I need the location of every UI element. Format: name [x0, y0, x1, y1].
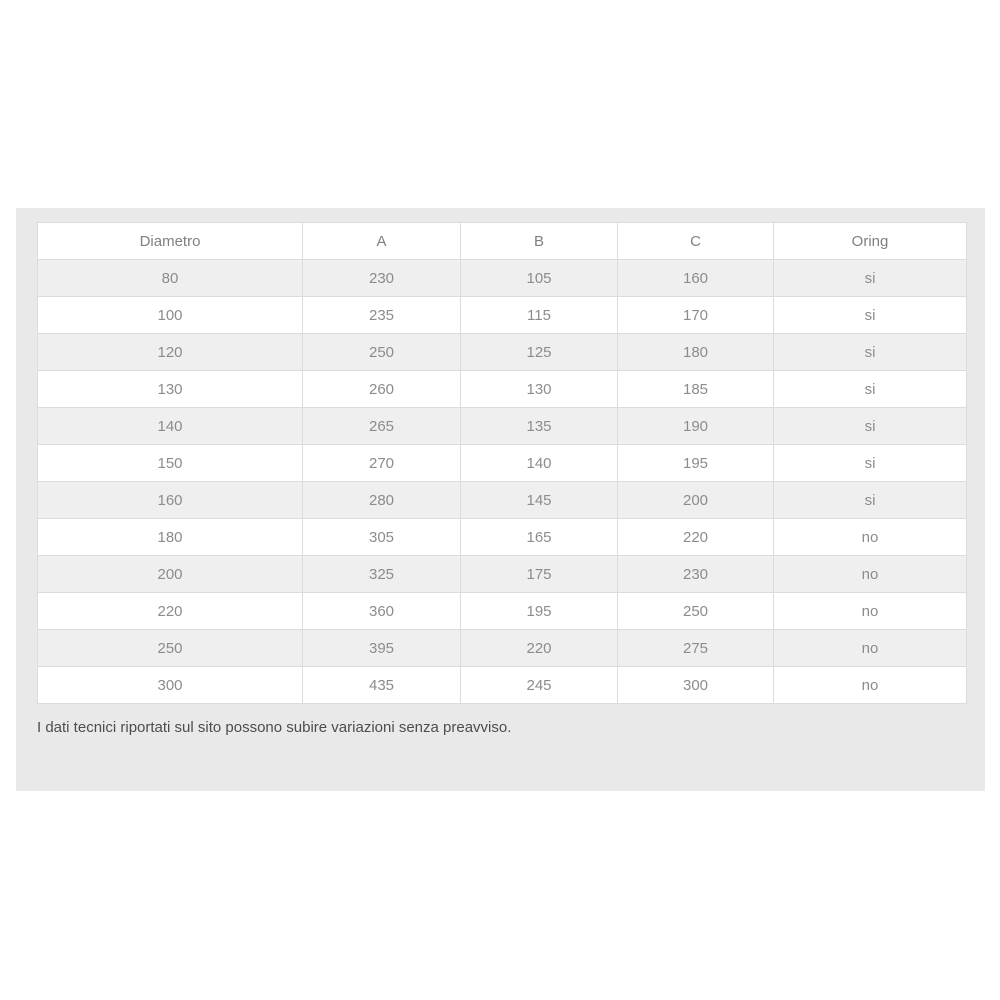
table-cell: 135: [460, 407, 618, 445]
spec-table-head: Diametro A B C Oring: [37, 222, 967, 260]
table-cell: 175: [460, 555, 618, 593]
table-row: 130 260 130 185 si: [37, 370, 967, 408]
table-cell: 230: [302, 259, 461, 297]
table-row: 80 230 105 160 si: [37, 259, 967, 297]
table-cell: 195: [617, 444, 774, 482]
table-cell: 190: [617, 407, 774, 445]
table-cell: 270: [302, 444, 461, 482]
table-cell: 180: [617, 333, 774, 371]
content-panel: Diametro A B C Oring 80 230 105 160 si 100 235 115 1…: [16, 208, 985, 791]
table-cell: 140: [460, 444, 618, 482]
table-cell: si: [773, 259, 967, 297]
table-cell: 80: [37, 259, 303, 297]
table-row: 300 435 245 300 no: [37, 666, 967, 704]
table-row: 160 280 145 200 si: [37, 481, 967, 519]
table-cell: 165: [460, 518, 618, 556]
table-cell: 265: [302, 407, 461, 445]
table-cell: si: [773, 407, 967, 445]
table-cell: 145: [460, 481, 618, 519]
table-cell: 250: [302, 333, 461, 371]
table-cell: 300: [37, 666, 303, 704]
table-row: 120 250 125 180 si: [37, 333, 967, 371]
table-cell: no: [773, 629, 967, 667]
table-cell: no: [773, 518, 967, 556]
table-cell: 220: [37, 592, 303, 630]
table-cell: 250: [617, 592, 774, 630]
table-row: 150 270 140 195 si: [37, 444, 967, 482]
table-cell: no: [773, 666, 967, 704]
table-cell: 230: [617, 555, 774, 593]
table-cell: 150: [37, 444, 303, 482]
column-header-a: A: [302, 222, 461, 260]
table-cell: 300: [617, 666, 774, 704]
table-cell: no: [773, 555, 967, 593]
table-cell: 435: [302, 666, 461, 704]
table-cell: 275: [617, 629, 774, 667]
table-row: 220 360 195 250 no: [37, 592, 967, 630]
table-cell: 180: [37, 518, 303, 556]
table-row: 250 395 220 275 no: [37, 629, 967, 667]
table-cell: 105: [460, 259, 618, 297]
table-cell: si: [773, 444, 967, 482]
table-cell: no: [773, 592, 967, 630]
table-row: 180 305 165 220 no: [37, 518, 967, 556]
table-cell: 245: [460, 666, 618, 704]
column-header-b: B: [460, 222, 618, 260]
table-cell: 305: [302, 518, 461, 556]
table-cell: si: [773, 333, 967, 371]
column-header-c: C: [617, 222, 774, 260]
table-cell: 170: [617, 296, 774, 334]
table-cell: 130: [37, 370, 303, 408]
table-cell: 120: [37, 333, 303, 371]
table-cell: 130: [460, 370, 618, 408]
table-cell: 195: [460, 592, 618, 630]
table-cell: 200: [37, 555, 303, 593]
table-row: 100 235 115 170 si: [37, 296, 967, 334]
disclaimer-note: I dati tecnici riportati sul sito posson…: [37, 719, 512, 736]
table-cell: 250: [37, 629, 303, 667]
table-cell: 360: [302, 592, 461, 630]
table-cell: 220: [617, 518, 774, 556]
table-cell: 280: [302, 481, 461, 519]
table-cell: si: [773, 370, 967, 408]
table-cell: si: [773, 481, 967, 519]
table-cell: 160: [617, 259, 774, 297]
column-header-diametro: Diametro: [37, 222, 303, 260]
column-header-oring: Oring: [773, 222, 967, 260]
spec-table-body: 80 230 105 160 si 100 235 115 170 si 120 250 125 180 s…: [37, 259, 967, 704]
table-cell: 125: [460, 333, 618, 371]
header-row: Diametro A B C Oring: [37, 222, 967, 260]
table-cell: 160: [37, 481, 303, 519]
table-cell: 115: [460, 296, 618, 334]
table-row: 200 325 175 230 no: [37, 555, 967, 593]
table-row: 140 265 135 190 si: [37, 407, 967, 445]
table-cell: 200: [617, 481, 774, 519]
table-cell: 395: [302, 629, 461, 667]
table-cell: 185: [617, 370, 774, 408]
table-cell: 260: [302, 370, 461, 408]
table-cell: 235: [302, 296, 461, 334]
table-cell: 220: [460, 629, 618, 667]
table-cell: 140: [37, 407, 303, 445]
table-cell: si: [773, 296, 967, 334]
table-cell: 325: [302, 555, 461, 593]
table-cell: 100: [37, 296, 303, 334]
spec-table: Diametro A B C Oring 80 230 105 160 si 100 235 115 1…: [37, 222, 967, 704]
